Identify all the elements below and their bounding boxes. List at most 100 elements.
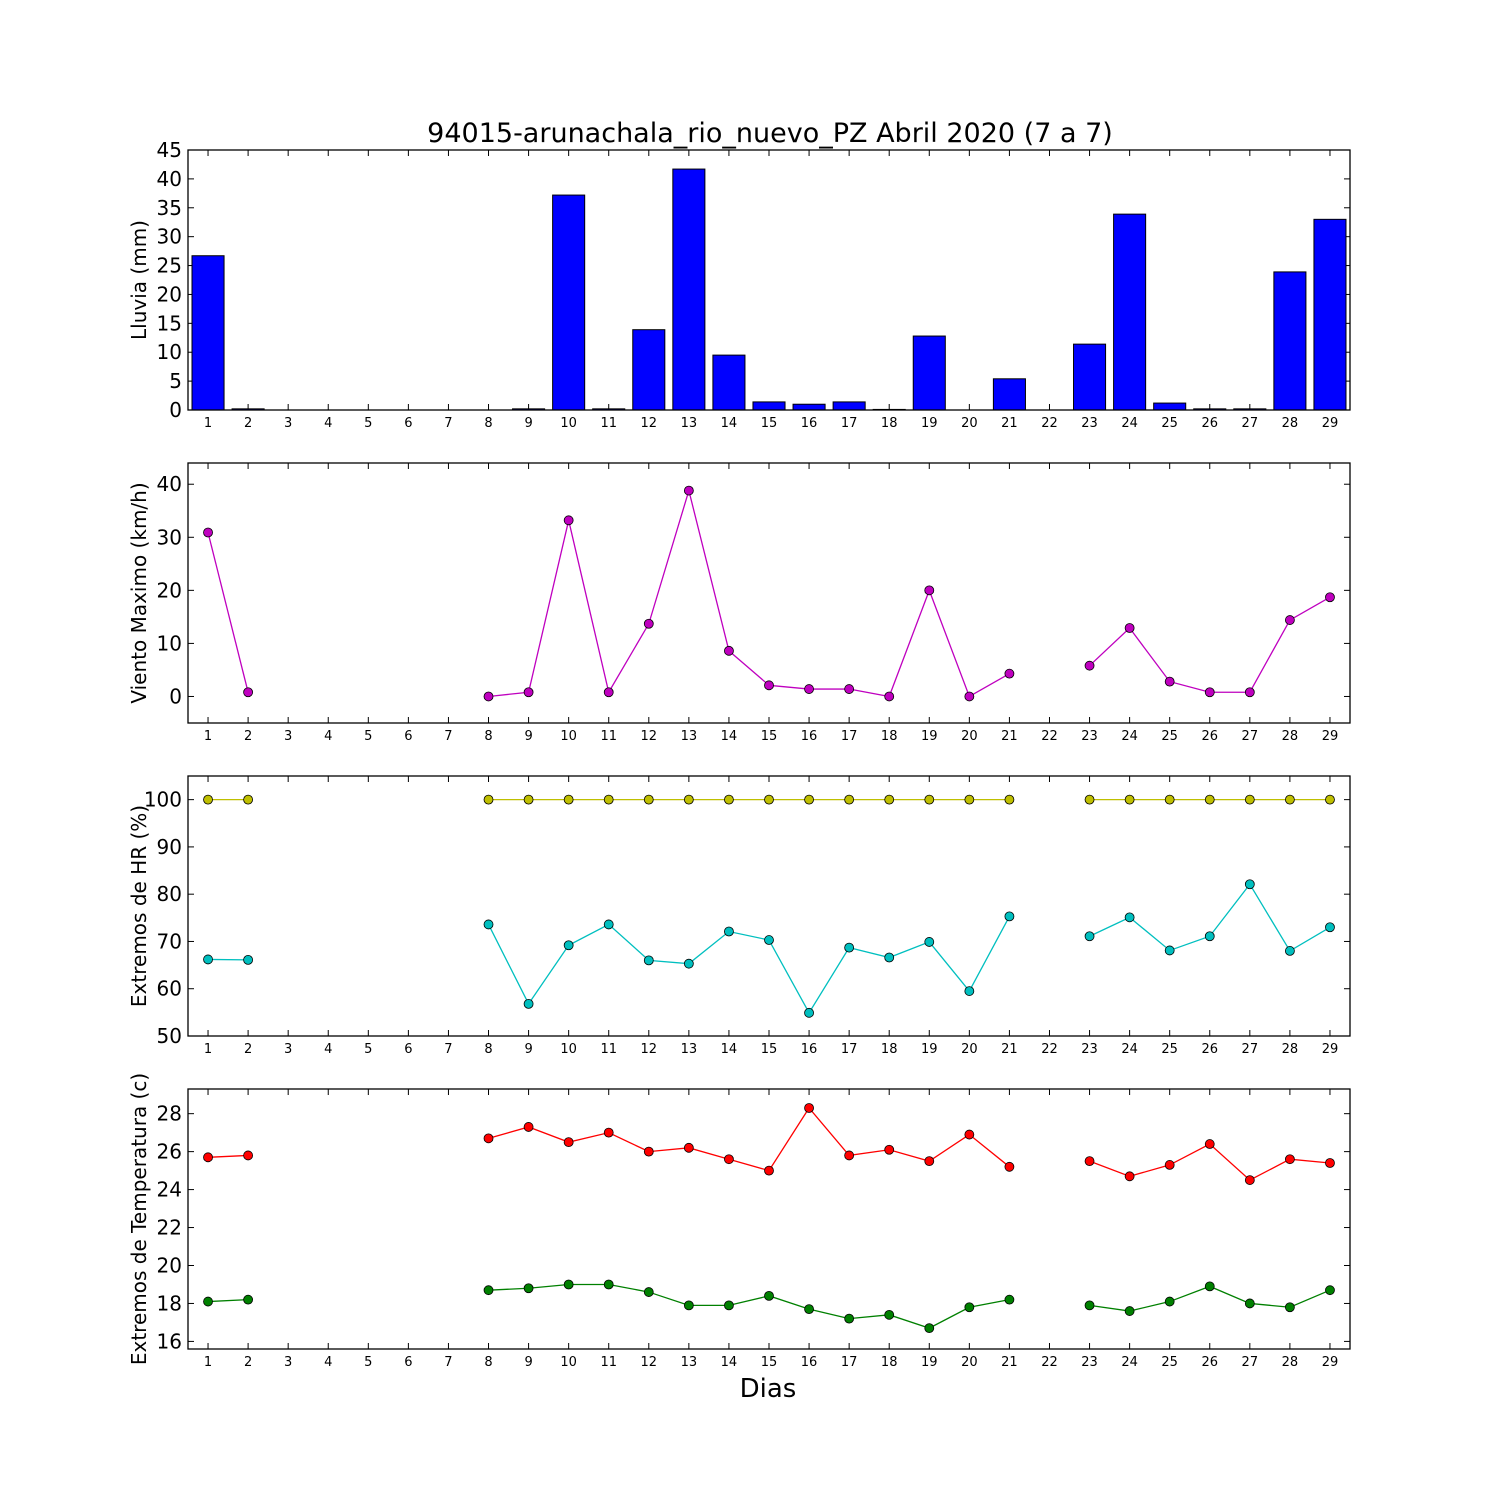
- temperature-series-1-point: [523, 1122, 534, 1132]
- temperature-ytick-label: 18: [157, 1291, 182, 1315]
- rain-bar: [912, 335, 946, 411]
- humidity-xtick-label: 3: [284, 1042, 292, 1057]
- rain-ytick-label: 5: [169, 369, 182, 393]
- rain-xtick-label: 7: [444, 416, 452, 431]
- humidity-series-2-point: [804, 1007, 814, 1018]
- humidity-xtick-label: 16: [801, 1042, 818, 1057]
- wind-series-1-point: [1004, 668, 1015, 679]
- humidity-xtick-label: 8: [484, 1042, 492, 1057]
- temperature-xtick-label: 24: [1121, 1355, 1138, 1370]
- temperature-xtick-label: 3: [284, 1355, 292, 1370]
- humidity-xtick-label: 27: [1242, 1042, 1259, 1057]
- wind-xtick-label: 8: [484, 729, 492, 744]
- temperature-series-2-point: [1124, 1306, 1135, 1316]
- rain-xtick-label: 19: [921, 416, 938, 431]
- rain-ytick-label: 45: [157, 138, 182, 162]
- wind-series-1-point: [1204, 687, 1215, 698]
- humidity-series-2-point: [523, 998, 534, 1009]
- temperature-series-1-point: [804, 1103, 814, 1113]
- temperature-xtick-label: 6: [404, 1355, 412, 1370]
- rain-xtick-label: 27: [1242, 416, 1259, 431]
- rain-ytick-label: 25: [157, 254, 182, 278]
- rain-bar: [552, 194, 586, 411]
- humidity-plot-frame: [187, 775, 1351, 1037]
- wind-series-1-point: [1164, 676, 1175, 687]
- humidity-xtick-label: 5: [364, 1042, 372, 1057]
- humidity-xtick-label: 4: [324, 1042, 332, 1057]
- wind-xtick-label: 29: [1322, 729, 1339, 744]
- wind-xtick-label: 23: [1081, 729, 1098, 744]
- rain-xtick-label: 21: [1001, 416, 1018, 431]
- temperature-xtick-label: 25: [1161, 1355, 1178, 1370]
- temperature-xtick-label: 20: [961, 1355, 978, 1370]
- temperature-series-2-point: [683, 1300, 694, 1311]
- rain-xtick-label: 12: [641, 416, 658, 431]
- temperature-series-2-point: [924, 1323, 935, 1334]
- wind-series-1-point: [523, 687, 534, 698]
- humidity-series-1-point: [523, 794, 534, 805]
- rain-xtick-label: 5: [364, 416, 372, 431]
- humidity-xtick-label: 22: [1041, 1042, 1058, 1057]
- rain-bar: [792, 403, 826, 411]
- temperature-series-1-point: [1284, 1154, 1295, 1165]
- humidity-xtick-label: 15: [761, 1042, 778, 1057]
- humidity-series-1-point: [563, 794, 574, 805]
- wind-ytick-label: 10: [157, 631, 182, 655]
- wind-series-1-point: [643, 618, 654, 629]
- wind-series-1-point: [724, 645, 734, 656]
- temperature-series-2-point: [643, 1287, 654, 1297]
- humidity-ytick-label: 50: [157, 1024, 182, 1048]
- temperature-ytick-label: 24: [157, 1178, 182, 1202]
- temperature-series-1-point: [203, 1152, 213, 1163]
- humidity-series-1-point: [1084, 794, 1095, 805]
- temperature-ytick-label: 20: [157, 1253, 182, 1277]
- temperature-series-2-point: [1164, 1296, 1175, 1307]
- temperature-xtick-label: 11: [600, 1355, 617, 1370]
- rain-xtick-label: 17: [841, 416, 858, 431]
- humidity-series-2-point: [1004, 911, 1015, 922]
- rain-xtick-label: 3: [284, 416, 292, 431]
- temperature-xtick-label: 5: [364, 1355, 372, 1370]
- wind-xtick-label: 13: [681, 729, 698, 744]
- rain-ytick-label: 35: [157, 196, 182, 220]
- temperature-y-axis-label: Extremos de Temperatura (c): [127, 1073, 151, 1365]
- temperature-series-2-point: [1244, 1298, 1255, 1309]
- wind-xtick-label: 1: [204, 729, 212, 744]
- humidity-xtick-label: 2: [244, 1042, 252, 1057]
- wind-series-1-point: [683, 485, 694, 496]
- wind-ytick-label: 30: [157, 525, 182, 549]
- humidity-series-1-point: [1204, 794, 1215, 805]
- temperature-series-2-line: [207, 1299, 249, 1303]
- humidity-series-2-point: [563, 940, 574, 951]
- rain-ytick-label: 40: [157, 167, 182, 191]
- wind-ytick-label: 40: [157, 472, 182, 496]
- wind-xtick-label: 5: [364, 729, 372, 744]
- temperature-xtick-label: 10: [560, 1355, 577, 1370]
- rain-bar: [1153, 402, 1187, 411]
- humidity-xtick-label: 20: [961, 1042, 978, 1057]
- temperature-series-1-point: [1204, 1139, 1215, 1149]
- temperature-xtick-label: 15: [761, 1355, 778, 1370]
- humidity-series-1-point: [203, 794, 213, 805]
- humidity-xtick-label: 10: [560, 1042, 577, 1057]
- temperature-ytick-label: 26: [157, 1140, 182, 1164]
- wind-xtick-label: 6: [404, 729, 412, 744]
- rain-xtick-label: 28: [1282, 416, 1299, 431]
- humidity-xtick-label: 28: [1282, 1042, 1299, 1057]
- temperature-series-1-point: [643, 1146, 654, 1157]
- wind-xtick-label: 21: [1001, 729, 1018, 744]
- temperature-series-1-point: [603, 1127, 614, 1138]
- humidity-series-1-point: [884, 794, 895, 805]
- humidity-series-2-point: [844, 942, 855, 953]
- humidity-series-2-point: [1124, 912, 1135, 923]
- temperature-series-1-point: [924, 1156, 935, 1167]
- temperature-xtick-label: 7: [444, 1355, 452, 1370]
- rain-xtick-label: 23: [1081, 416, 1098, 431]
- humidity-xtick-label: 9: [524, 1042, 532, 1057]
- wind-xtick-label: 4: [324, 729, 332, 744]
- humidity-series-1-point: [924, 794, 935, 805]
- humidity-series-2-point: [203, 954, 213, 965]
- rain-xtick-label: 18: [881, 416, 898, 431]
- temperature-series-1-line: [488, 1106, 1010, 1172]
